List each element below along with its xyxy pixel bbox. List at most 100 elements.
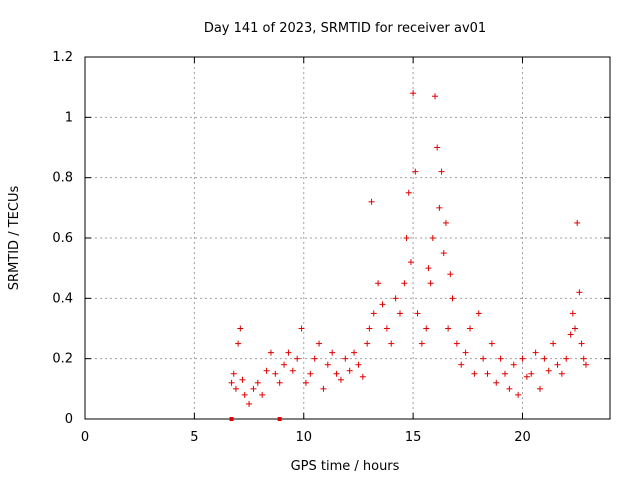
data-point — [418, 340, 425, 347]
data-point — [329, 349, 336, 356]
data-point — [458, 361, 465, 368]
x-tick-label: 5 — [190, 430, 198, 445]
data-point — [307, 370, 314, 377]
data-point — [228, 379, 235, 386]
data-point — [506, 385, 513, 392]
data-point — [480, 355, 487, 362]
data-point — [285, 349, 292, 356]
data-point — [281, 361, 288, 368]
data-point — [368, 198, 375, 205]
data-point — [289, 367, 296, 374]
y-tick-label: 0 — [65, 412, 73, 427]
data-point — [379, 301, 386, 308]
data-point — [423, 325, 430, 332]
data-point — [333, 370, 340, 377]
data-point — [316, 340, 323, 347]
y-tick-label: 0.6 — [52, 231, 73, 246]
data-point — [401, 280, 408, 287]
x-tick-label: 15 — [405, 430, 422, 445]
data-point — [532, 349, 539, 356]
data-point — [475, 310, 482, 317]
data-point — [351, 349, 358, 356]
data-point — [528, 370, 535, 377]
data-point — [510, 361, 517, 368]
data-point — [447, 271, 454, 278]
data-point — [453, 340, 460, 347]
data-point — [425, 265, 432, 272]
data-point — [375, 280, 382, 287]
data-point — [232, 385, 239, 392]
y-axis: 0 0.2 0.4 0.6 0.8 1 1.2 — [52, 50, 73, 427]
data-point — [397, 310, 403, 317]
data-point — [364, 340, 371, 347]
data-point — [427, 280, 434, 287]
data-point — [569, 310, 576, 317]
data-point — [578, 340, 585, 347]
data-point — [580, 355, 587, 362]
data-point — [267, 349, 274, 356]
data-point — [438, 168, 445, 175]
y-tick-label: 1.2 — [52, 50, 73, 65]
axis-marker — [229, 417, 234, 421]
data-point — [342, 355, 349, 362]
y-tick-label: 1 — [65, 110, 73, 125]
data-point — [346, 367, 353, 374]
data-point — [563, 355, 570, 362]
data-point — [403, 235, 410, 241]
data-point — [259, 391, 266, 398]
data-point — [405, 189, 412, 196]
data-point — [442, 219, 449, 226]
data-point — [355, 361, 362, 368]
data-point — [436, 204, 443, 211]
data-point — [558, 370, 565, 377]
data-point — [337, 376, 344, 383]
data-point — [294, 355, 301, 362]
data-points — [228, 90, 589, 407]
data-point — [515, 391, 522, 398]
data-point — [572, 325, 578, 332]
data-point — [263, 367, 270, 374]
data-point — [359, 373, 366, 380]
data-point — [445, 325, 452, 332]
x-tick-label: 20 — [514, 430, 531, 445]
data-point — [230, 370, 237, 377]
data-point — [554, 361, 561, 368]
data-point — [497, 355, 504, 362]
data-point — [298, 325, 305, 332]
data-point — [410, 90, 417, 97]
data-point — [311, 355, 318, 362]
data-point — [519, 355, 526, 362]
data-point — [366, 325, 373, 332]
data-point — [414, 310, 421, 317]
grid — [85, 57, 610, 419]
data-point — [276, 379, 283, 386]
data-point — [383, 325, 390, 332]
data-point — [488, 340, 495, 347]
data-point — [429, 235, 436, 241]
data-point — [523, 373, 530, 380]
data-point — [324, 361, 331, 368]
data-point — [432, 93, 438, 100]
data-point — [407, 259, 414, 266]
data-point — [545, 367, 552, 374]
data-point — [239, 376, 246, 383]
data-point — [582, 361, 589, 368]
data-point — [567, 331, 574, 338]
data-point — [392, 295, 399, 302]
y-tick-label: 0.2 — [52, 352, 73, 367]
axis-ticks — [84, 56, 610, 420]
axis-markers — [229, 417, 282, 421]
data-point — [484, 370, 491, 377]
axis-marker — [277, 417, 282, 421]
x-tick-label: 10 — [295, 430, 312, 445]
data-point — [246, 400, 253, 407]
data-point — [241, 391, 248, 398]
x-axis: 0 5 10 15 20 — [81, 430, 531, 445]
y-tick-label: 0.8 — [52, 171, 73, 186]
data-point — [462, 349, 469, 356]
data-point — [493, 379, 500, 386]
data-point — [388, 340, 395, 347]
data-point — [302, 379, 309, 386]
data-point — [434, 144, 441, 151]
